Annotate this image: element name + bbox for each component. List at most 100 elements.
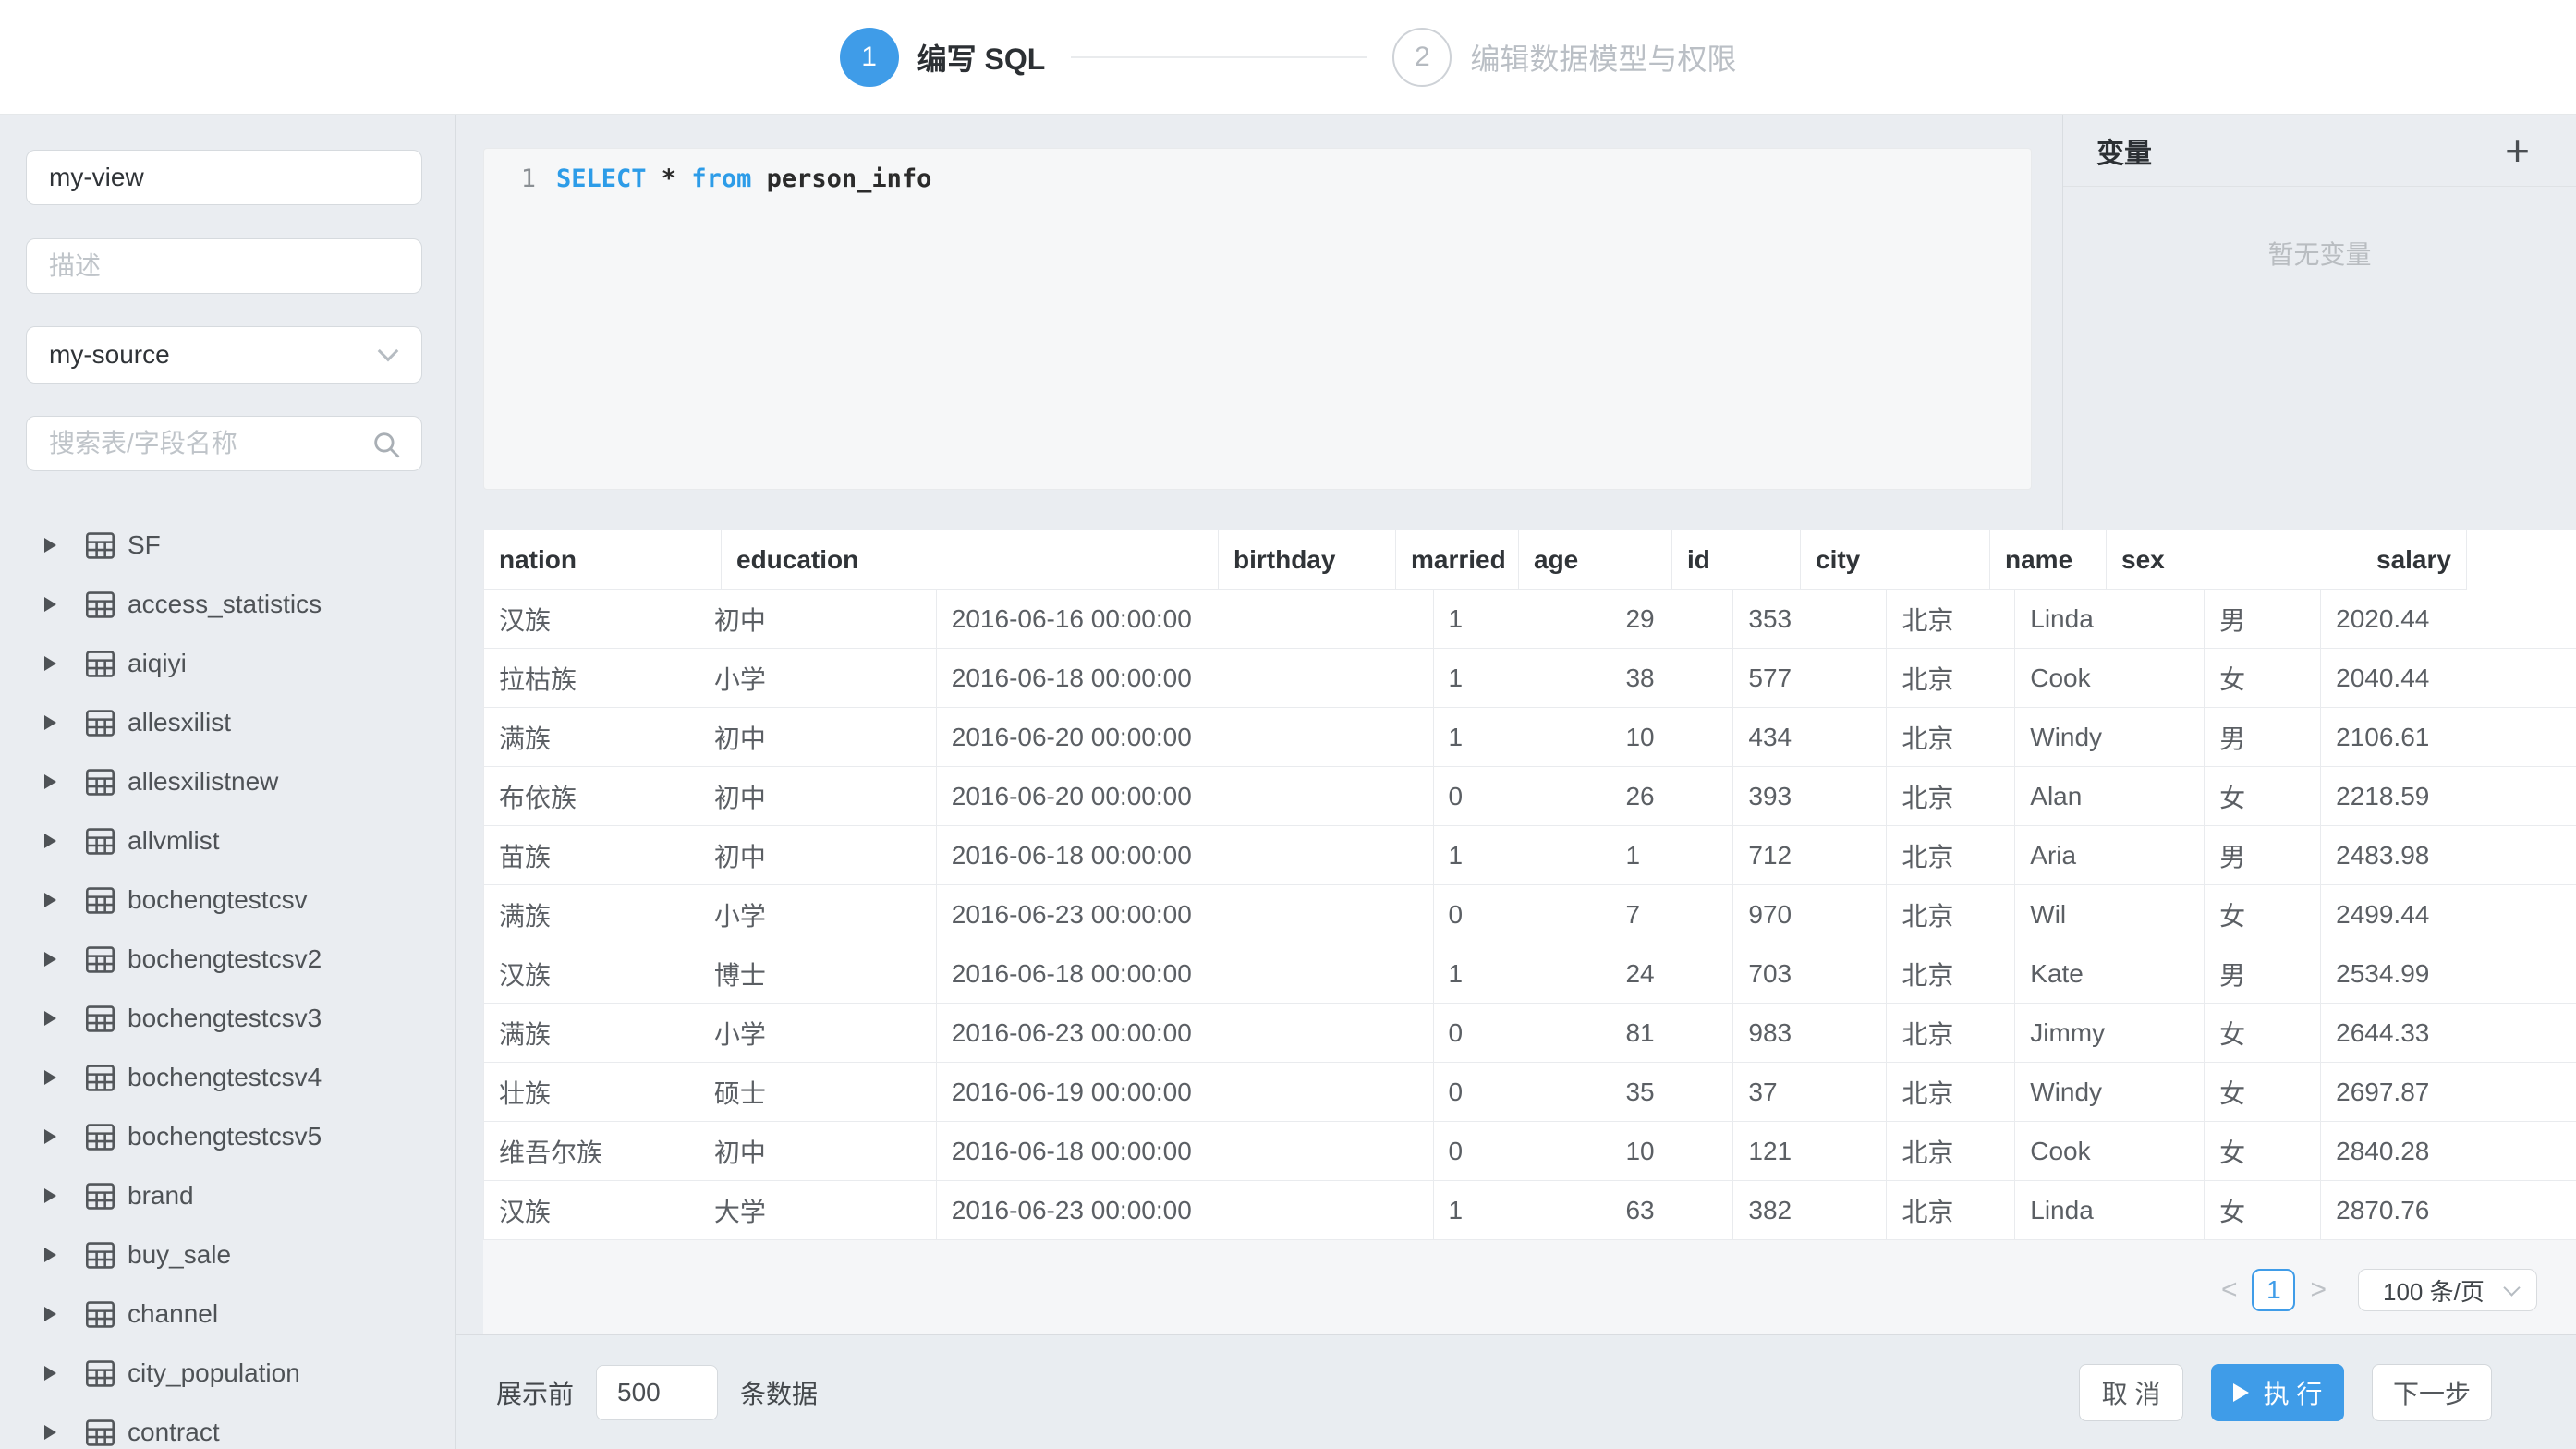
- cell-city: 北京: [1887, 1181, 2016, 1240]
- cell-name: Windy: [2015, 708, 2205, 767]
- sidebar-table-item[interactable]: buy_sale: [26, 1225, 421, 1285]
- sql-editor[interactable]: 1 SELECT * from person_info: [483, 148, 2032, 490]
- expand-caret-icon[interactable]: [44, 538, 56, 553]
- limit-suffix-label: 条数据: [740, 1379, 819, 1408]
- header-cell: salary: [2362, 530, 2467, 590]
- expand-caret-icon[interactable]: [44, 1248, 56, 1262]
- expand-caret-icon[interactable]: [44, 834, 56, 848]
- cell-nation: 汉族: [484, 590, 699, 649]
- description-input[interactable]: [26, 238, 422, 294]
- table-row: 汉族 大学 2016-06-23 00:00:00 1 63 382 北京 Li…: [484, 1181, 2576, 1240]
- cell-city: 北京: [1887, 708, 2016, 767]
- sidebar-table-item[interactable]: allesxilist: [26, 693, 421, 752]
- cell-birthday: 2016-06-16 00:00:00: [936, 590, 1434, 649]
- data-source-select[interactable]: my-source: [26, 326, 422, 384]
- cell-age: 1: [1610, 826, 1734, 885]
- cell-salary: 2870.76: [2321, 1181, 2576, 1240]
- cell-id: 37: [1733, 1063, 1888, 1122]
- table-grid-icon: [86, 709, 115, 737]
- table-grid-icon: [86, 827, 115, 855]
- sidebar-table-item[interactable]: bochengtestcsv5: [26, 1107, 421, 1166]
- sql-keyword-select: SELECT: [556, 164, 647, 193]
- expand-caret-icon[interactable]: [44, 597, 56, 612]
- cell-education: 博士: [699, 944, 937, 1004]
- row-limit-input[interactable]: [596, 1364, 719, 1420]
- cell-sex: 男: [2205, 944, 2322, 1004]
- cell-id: 577: [1733, 649, 1888, 708]
- expand-caret-icon[interactable]: [44, 1425, 56, 1440]
- sidebar-table-item[interactable]: contract: [26, 1403, 421, 1449]
- cell-id: 434: [1733, 708, 1888, 767]
- cell-name: Windy: [2015, 1063, 2205, 1122]
- cell-age: 24: [1610, 944, 1734, 1004]
- add-variable-button[interactable]: +: [2505, 126, 2530, 175]
- sidebar-table-item[interactable]: channel: [26, 1285, 421, 1344]
- cancel-button[interactable]: 取 消: [2079, 1363, 2183, 1421]
- sidebar-table-item[interactable]: allesxilistnew: [26, 752, 421, 811]
- cell-married: 1: [1433, 708, 1611, 767]
- expand-caret-icon[interactable]: [44, 656, 56, 671]
- cell-nation: 布依族: [484, 767, 699, 826]
- cell-name: Wil: [2015, 885, 2205, 944]
- table-name-label: access_statistics: [128, 590, 322, 618]
- cell-age: 38: [1610, 649, 1734, 708]
- table-grid-icon: [86, 1241, 115, 1269]
- run-button[interactable]: 执 行: [2211, 1363, 2344, 1421]
- sidebar-table-item[interactable]: access_statistics: [26, 575, 421, 634]
- table-grid-icon: [86, 1419, 115, 1446]
- expand-caret-icon[interactable]: [44, 1307, 56, 1321]
- sidebar-table-item[interactable]: brand: [26, 1166, 421, 1225]
- expand-caret-icon[interactable]: [44, 715, 56, 730]
- cell-id: 353: [1733, 590, 1888, 649]
- next-step-button[interactable]: 下一步: [2372, 1363, 2492, 1421]
- step-2-edit-model[interactable]: 2 编辑数据模型与权限: [1392, 27, 1736, 87]
- current-page-button[interactable]: 1: [2252, 1269, 2296, 1311]
- sidebar-table-item[interactable]: city_population: [26, 1344, 421, 1403]
- sidebar-table-item[interactable]: allvmlist: [26, 811, 421, 871]
- step-1-write-sql[interactable]: 1 编写 SQL: [839, 27, 1046, 87]
- page-size-select[interactable]: 100 条/页: [2358, 1269, 2537, 1311]
- cell-sex: 女: [2205, 767, 2322, 826]
- row-limit-group: 展示前 条数据: [496, 1364, 819, 1420]
- cell-birthday: 2016-06-18 00:00:00: [936, 1122, 1434, 1181]
- cell-married: 1: [1433, 590, 1611, 649]
- cell-city: 北京: [1887, 1004, 2016, 1063]
- table-name-label: allesxilist: [128, 708, 232, 737]
- steps: 1 编写 SQL 2 编辑数据模型与权限: [839, 27, 1736, 87]
- cell-city: 北京: [1887, 826, 2016, 885]
- expand-caret-icon[interactable]: [44, 1188, 56, 1203]
- table-grid-icon: [86, 1300, 115, 1328]
- table-grid-icon: [86, 945, 115, 973]
- sidebar-table-item[interactable]: bochengtestcsv4: [26, 1048, 421, 1107]
- expand-caret-icon[interactable]: [44, 1366, 56, 1381]
- table-name-label: brand: [128, 1181, 194, 1210]
- sidebar-table-item[interactable]: bochengtestcsv2: [26, 930, 421, 989]
- next-page-button[interactable]: >: [2310, 1274, 2327, 1305]
- table-name-label: bochengtestcsv2: [128, 944, 322, 973]
- expand-caret-icon[interactable]: [44, 1129, 56, 1144]
- expand-caret-icon[interactable]: [44, 1011, 56, 1026]
- cell-name: Cook: [2015, 1122, 2205, 1181]
- cell-sex: 女: [2205, 1004, 2322, 1063]
- sidebar-table-item[interactable]: bochengtestcsv: [26, 871, 421, 930]
- cell-city: 北京: [1887, 944, 2016, 1004]
- step-1-label: 编写 SQL: [917, 42, 1046, 76]
- sidebar-table-item[interactable]: aiqiyi: [26, 634, 421, 693]
- cell-age: 26: [1610, 767, 1734, 826]
- variables-title: 变量: [2096, 138, 2152, 169]
- cell-birthday: 2016-06-18 00:00:00: [936, 826, 1434, 885]
- cell-name: Kate: [2015, 944, 2205, 1004]
- expand-caret-icon[interactable]: [44, 774, 56, 789]
- expand-caret-icon[interactable]: [44, 952, 56, 967]
- cell-city: 北京: [1887, 590, 2016, 649]
- sidebar-table-item[interactable]: SF: [26, 516, 421, 575]
- sql-code-line: 1 SELECT * from person_info: [484, 158, 2031, 199]
- cell-name: Linda: [2015, 590, 2205, 649]
- sidebar-table-item[interactable]: bochengtestcsv3: [26, 989, 421, 1048]
- cell-id: 712: [1733, 826, 1888, 885]
- prev-page-button[interactable]: <: [2220, 1274, 2238, 1305]
- view-name-input[interactable]: [26, 150, 422, 205]
- expand-caret-icon[interactable]: [44, 893, 56, 907]
- table-search-input[interactable]: [26, 416, 422, 471]
- expand-caret-icon[interactable]: [44, 1070, 56, 1085]
